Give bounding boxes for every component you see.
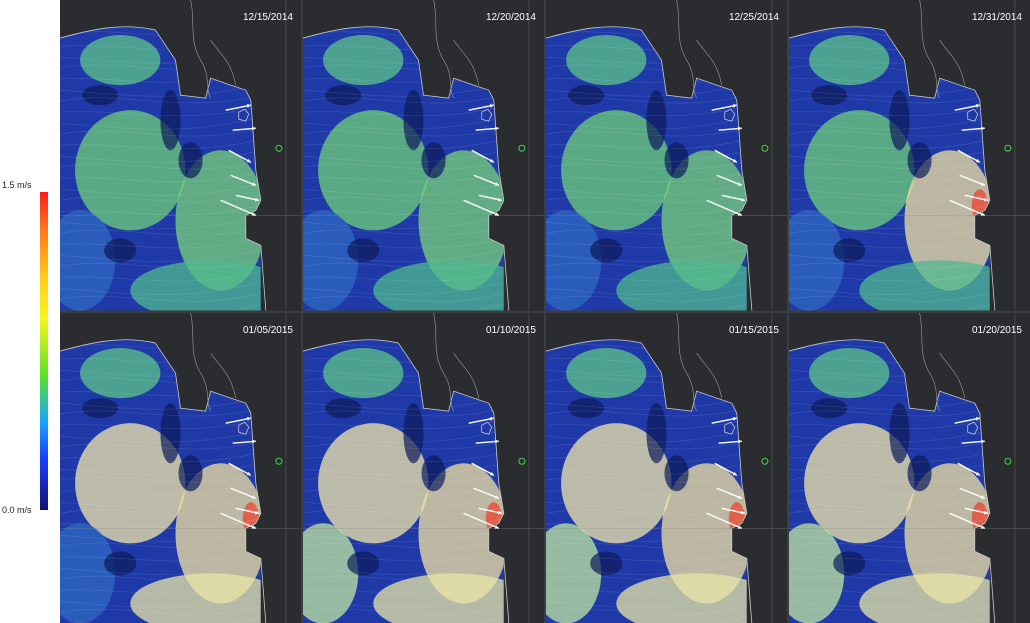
speed-colorbar: 1.5 m/s 0.0 m/s [0,0,60,623]
current-field-map [303,0,544,311]
map-panel: 12/25/2014 [546,0,787,311]
current-field-map [546,312,787,623]
map-panel: 01/10/2015 [303,312,544,623]
colorbar-min-label: 0.0 m/s [2,505,32,515]
panel-date: 12/20/2014 [485,12,536,23]
panel-date: 12/31/2014 [971,12,1022,23]
colorbar-max-label: 1.5 m/s [2,180,32,190]
colorbar-gradient [40,192,48,510]
map-panel: 01/15/2015 [546,312,787,623]
panel-date: 01/10/2015 [485,324,536,336]
current-field-map [789,312,1030,623]
current-field-map [546,0,787,311]
map-panel: 12/15/2014 [60,0,301,311]
map-panel: 12/31/2014 [789,0,1030,311]
panel-date: 12/25/2014 [728,12,779,23]
panel-date: 01/15/2015 [728,324,779,336]
current-field-map [60,312,301,623]
panel-date: 12/15/2014 [242,12,293,23]
map-panel: 12/20/2014 [303,0,544,311]
current-field-map [303,312,544,623]
current-field-map [60,0,301,311]
map-panel-grid: 12/15/2014 12/20/2014 12/25/2014 12/31/2… [60,0,1030,623]
map-panel: 01/05/2015 [60,312,301,623]
map-panel: 01/20/2015 [789,312,1030,623]
panel-date: 01/05/2015 [242,324,293,336]
panel-date: 01/20/2015 [971,324,1022,336]
current-field-map [789,0,1030,311]
